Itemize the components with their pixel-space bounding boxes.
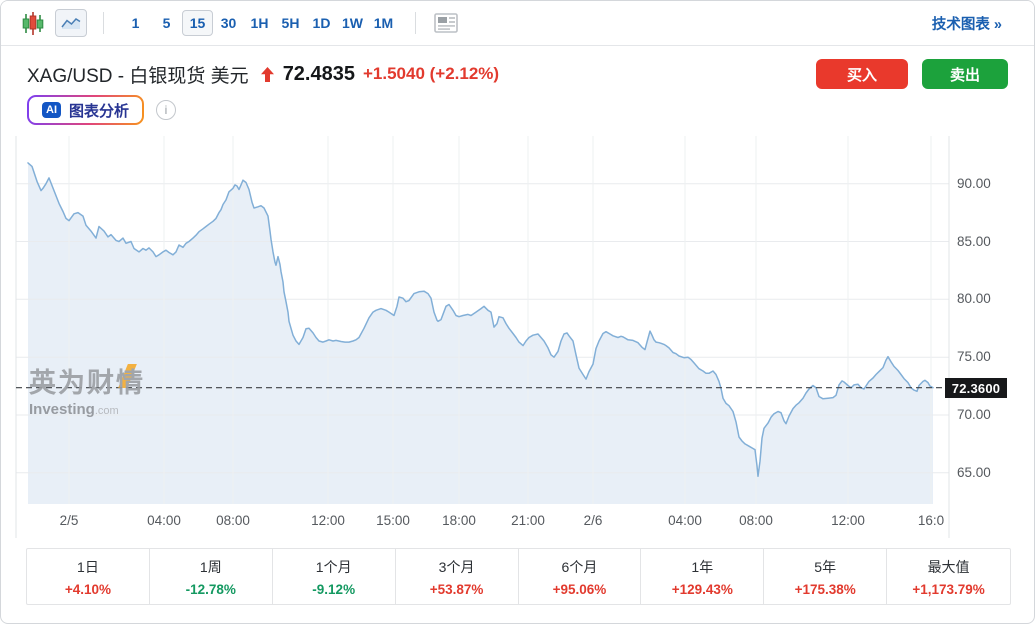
performance-cell-4[interactable]: 6个月 +95.06% — [519, 549, 642, 604]
x-axis-label: 08:00 — [216, 513, 250, 528]
performance-value: +53.87% — [429, 581, 484, 597]
timeframe-1m[interactable]: 1M — [368, 10, 399, 36]
sell-button[interactable]: 卖出 — [922, 59, 1008, 89]
timeframe-1[interactable]: 1 — [120, 10, 151, 36]
ai-chart-analysis-button[interactable]: AI 图表分析 — [27, 95, 145, 125]
y-axis-label: 90.00 — [957, 176, 991, 191]
performance-value: +4.10% — [64, 581, 112, 597]
ai-badge-icon: AI — [42, 102, 61, 118]
performance-value: +95.06% — [552, 581, 607, 597]
performance-cell-6[interactable]: 5年 +175.38% — [764, 549, 888, 604]
candlestick-chart-button[interactable] — [19, 8, 47, 38]
x-axis-label: 04:00 — [147, 513, 181, 528]
x-axis-label: 15:00 — [376, 513, 410, 528]
timeframe-15[interactable]: 15 — [182, 10, 213, 36]
toolbar-left-group: 1 5 15 30 1H 5H 1D 1W 1M — [19, 8, 460, 38]
x-axis-label: 04:00 — [668, 513, 702, 528]
last-price: 72.4835 — [282, 62, 355, 85]
toolbar: 1 5 15 30 1H 5H 1D 1W 1M 技术图表 » — [1, 1, 1034, 46]
info-icon[interactable]: i — [156, 100, 177, 120]
performance-bar: 1日 +4.10% 1周 -12.78% 1个月 -9.12% 3个月 +53.87% 6个月 +… — [26, 548, 1011, 605]
x-axis-label: 18:00 — [442, 513, 476, 528]
chart-plot-area[interactable] — [16, 136, 949, 504]
news-panel-icon — [434, 13, 458, 33]
area-chart-icon — [61, 18, 81, 29]
performance-cell-2[interactable]: 1个月 -9.12% — [273, 549, 396, 604]
buy-button[interactable]: 买入 — [816, 59, 908, 89]
performance-period-label: 最大值 — [927, 558, 970, 575]
current-price-badge: 72.3600 — [945, 378, 1007, 398]
instrument-title: XAG/USD - 白银现货 美元 — [27, 65, 249, 87]
candlestick-icon — [22, 12, 44, 35]
performance-period-label: 3个月 — [438, 558, 475, 575]
performance-cell-0[interactable]: 1日 +4.10% — [27, 549, 150, 604]
price-change: +1.5040 (+2.12%) — [362, 64, 500, 83]
technical-chart-link[interactable]: 技术图表 » — [931, 16, 1002, 33]
trade-buttons: 买入 卖出 — [816, 59, 1008, 89]
ai-analysis-label: 图表分析 — [69, 102, 130, 120]
performance-value: +129.43% — [671, 581, 733, 597]
performance-period-label: 1周 — [199, 558, 222, 575]
performance-cell-3[interactable]: 3个月 +53.87% — [396, 549, 519, 604]
timeframe-1d[interactable]: 1D — [306, 10, 337, 36]
y-axis-label: 85.00 — [957, 234, 991, 249]
y-axis-label: 65.00 — [957, 465, 991, 480]
y-axis-label: 80.00 — [957, 291, 991, 306]
ai-analysis-row: AI 图表分析 i — [1, 90, 1034, 126]
timeframe-1w[interactable]: 1W — [337, 10, 368, 36]
timeframe-group: 1 5 15 30 1H 5H 1D 1W 1M — [120, 10, 399, 36]
x-axis-label: 21:00 — [511, 513, 545, 528]
performance-period-label: 1年 — [691, 558, 714, 575]
toolbar-divider — [103, 12, 104, 34]
x-axis-label: 12:00 — [831, 513, 865, 528]
y-axis-label: 75.00 — [957, 349, 991, 364]
quote-header: XAG/USD - 白银现货 美元 72.4835 +1.5040 (+2.12… — [1, 46, 1034, 90]
performance-value: -12.78% — [185, 581, 236, 597]
performance-value: +1,173.79% — [912, 581, 985, 597]
y-axis-label: 70.00 — [957, 407, 991, 422]
performance-cell-5[interactable]: 1年 +129.43% — [641, 549, 765, 604]
timeframe-30[interactable]: 30 — [213, 10, 244, 36]
toolbar-divider — [415, 12, 416, 34]
timeframe-5[interactable]: 5 — [151, 10, 182, 36]
performance-period-label: 5年 — [814, 558, 837, 575]
x-axis-label: 08:00 — [739, 513, 773, 528]
x-axis-label: 16:0 — [917, 513, 945, 528]
x-axis-label: 12:00 — [311, 513, 345, 528]
x-axis-label: 2/6 — [583, 513, 603, 528]
timeframe-1h[interactable]: 1H — [244, 10, 275, 36]
performance-period-label: 1个月 — [315, 558, 352, 575]
performance-value: -9.12% — [312, 581, 356, 597]
performance-cell-1[interactable]: 1周 -12.78% — [150, 549, 273, 604]
area-chart-button[interactable] — [55, 9, 87, 37]
timeframe-5h[interactable]: 5H — [275, 10, 306, 36]
performance-period-label: 1日 — [77, 558, 99, 575]
news-panel-button[interactable] — [432, 11, 460, 35]
arrow-up-icon — [260, 66, 274, 82]
performance-value: +175.38% — [794, 581, 856, 597]
quote-title-wrap: XAG/USD - 白银现货 美元 72.4835 +1.5040 (+2.12… — [27, 61, 499, 88]
performance-period-label: 6个月 — [561, 558, 598, 575]
performance-cell-7[interactable]: 最大值 +1,173.79% — [887, 549, 1010, 604]
x-axis-label: 2/5 — [59, 513, 79, 528]
